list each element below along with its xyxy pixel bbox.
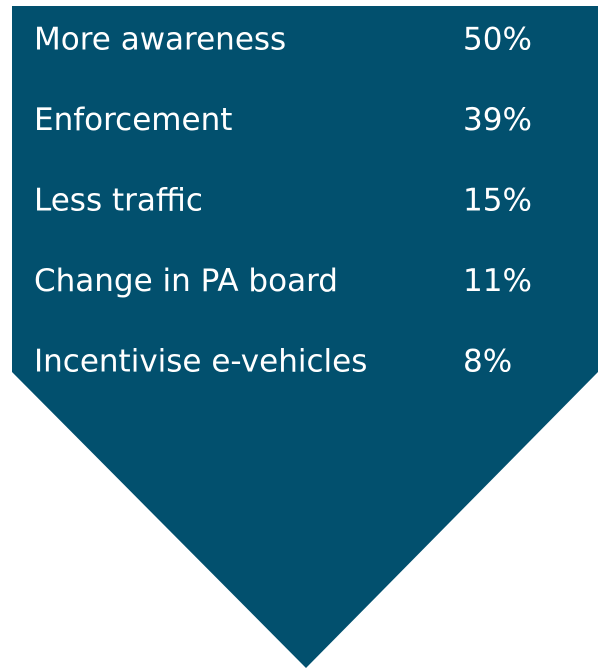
item-value: 8% xyxy=(463,344,512,380)
item-label: Enforcement xyxy=(34,102,232,138)
item-value: 15% xyxy=(463,183,532,219)
item-label: More awareness xyxy=(34,22,286,58)
item-value: 11% xyxy=(463,263,532,299)
arrow-shape xyxy=(12,6,598,668)
item-value: 39% xyxy=(463,102,532,138)
item-label: Incentivise e-vehicles xyxy=(34,344,367,380)
item-list: More awareness 50% Enforcement 39% Less traf… xyxy=(34,22,532,380)
item-label: Less traffic xyxy=(34,183,203,219)
item-label: Change in PA board xyxy=(34,263,338,299)
item-value: 50% xyxy=(463,22,532,58)
